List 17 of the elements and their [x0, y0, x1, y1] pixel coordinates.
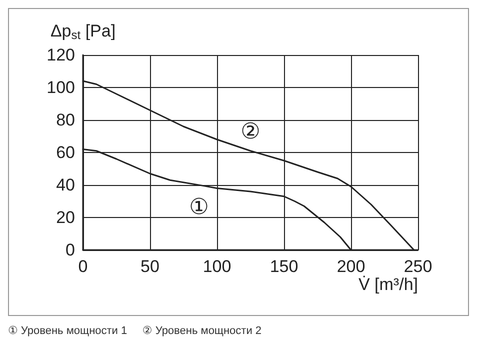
x-tick-label: 50	[140, 257, 160, 276]
x-tick-label: 0	[78, 257, 88, 276]
y-tick-label: 80	[56, 110, 75, 130]
text: ① Уровень мощности 1 ② Уровень мощности 2	[8, 324, 263, 337]
x-tick-label: 200	[336, 257, 366, 276]
series-label: ②	[240, 119, 260, 144]
y-tick-label: 20	[56, 208, 75, 227]
y-tick-label: 0	[66, 240, 75, 260]
x-tick-label: 100	[202, 257, 232, 276]
x-tick-label: 250	[404, 257, 432, 276]
x-axis-title: V̇ [m³/h]	[358, 275, 418, 294]
series-label: ①	[189, 194, 209, 220]
y-tick-label: 40	[56, 176, 75, 194]
x-tick-label: 150	[270, 257, 298, 276]
y-tick-label: 60	[56, 143, 75, 162]
y-tick-label: 100	[46, 78, 75, 97]
y-tick-label: 120	[46, 46, 75, 64]
